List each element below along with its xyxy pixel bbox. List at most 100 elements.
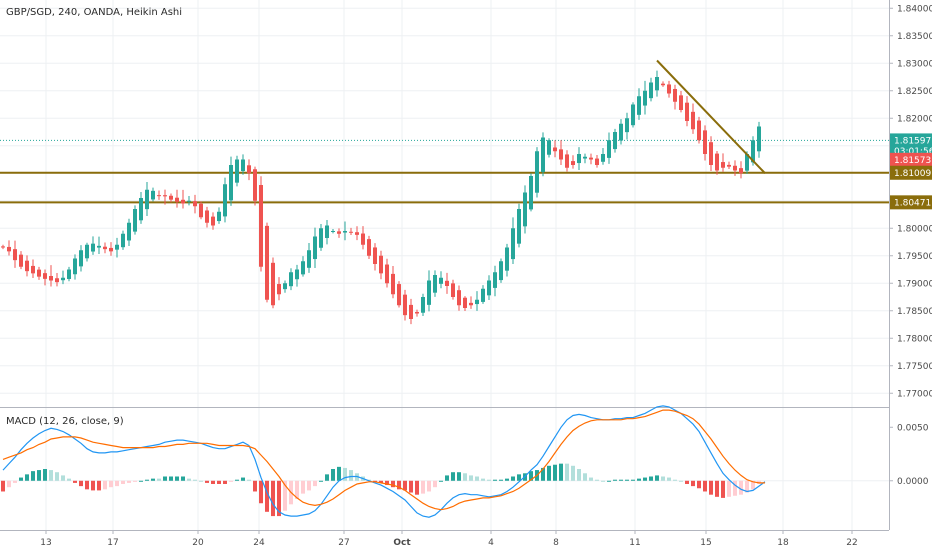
horizontal-lines [0,139,889,204]
macd-histogram-bar [91,480,95,491]
candle-body [163,195,167,197]
candle-body [511,228,515,260]
macd-histogram-bar [223,480,227,484]
candle-body [481,288,485,302]
candle-body [565,154,569,168]
candle-body [733,165,737,171]
candle-body [217,211,221,222]
price-tick-label: 1.79500 [897,252,932,262]
macd-histogram-bar [163,476,167,481]
time-axis: 13 17 20 24 27 Oct 4 8 11 15 18 22 [40,530,858,548]
macd-histogram-bar [421,480,425,494]
macd-histogram-bar [751,480,755,490]
macd-histogram-bar [409,480,413,493]
candle-body [259,185,263,267]
candle-body [637,96,641,115]
candle-body [79,250,83,267]
macd-histogram-bar [607,480,611,482]
price-tick-label: 1.83000 [897,59,932,69]
price-tag-box [890,152,932,167]
macd-histogram-bar [109,480,113,488]
candle-body [193,201,197,207]
candle-body [655,77,659,91]
macd-histogram-bar [547,465,551,481]
macd-histogram-bar [127,480,131,483]
macd-histogram-bar [211,480,215,484]
macd-histogram-bar [331,469,335,481]
candle-body [13,249,17,261]
macd-histogram-bar [19,477,23,481]
macd-histogram-bar [697,480,701,489]
candle-body [325,225,329,239]
macd-histogram-bar [571,465,575,481]
macd-histogram-bar [49,470,53,481]
macd-histogram-bar [463,473,467,481]
candle-body [595,158,599,165]
candle-body [379,255,383,274]
macd-histogram-bar [541,467,545,481]
macd-histogram-bar [295,480,299,499]
macd-histogram-bar [469,475,473,481]
candle-body [745,154,749,171]
time-tick-label: 24 [253,538,265,548]
price-tick-label: 1.84000 [897,4,932,14]
candle-body [535,151,539,193]
candle-body [571,161,575,165]
candle-body [613,132,617,150]
candle-body [397,284,401,306]
candle-body [547,140,551,155]
macd-histogram-bar [733,480,737,496]
macd-histogram-bar [397,480,401,490]
candle-body [139,198,143,221]
candle-body [661,83,665,86]
macd-histogram-bar [391,480,395,488]
macd-histogram-bar [481,478,485,481]
candle-body [19,254,23,267]
candle-body [559,149,563,160]
macd-histogram-bar [595,479,599,481]
macd-histogram-bar [709,480,713,495]
macd-histogram-bar [271,480,275,517]
macd-histogram-bar [691,480,695,487]
macd-label: MACD (12, 26, close, 9) [6,416,124,427]
candle-body [271,262,275,306]
macd-histogram-bar [115,480,119,487]
candle-body [667,84,671,94]
candle-body [289,272,293,287]
macd-histogram-bar [85,480,89,490]
candle-body [709,142,713,165]
candle-body [697,120,701,141]
macd-histogram-bar [229,480,233,482]
candle-body [739,168,743,174]
candle-body [679,95,683,110]
macd-histogram-bar [565,463,569,481]
macd-histogram-bar [265,480,269,512]
macd-histogram-bar [181,476,185,481]
candle-body [319,228,323,248]
macd-histogram-bar [505,478,509,481]
macd-histogram-bar [217,480,221,484]
macd-histogram-bar [133,480,137,482]
macd-histogram-bar [343,467,347,481]
candle-body [61,277,65,281]
price-tag-label: 03:01:56 [894,147,932,157]
trendline-layer [656,59,766,174]
candle-body [721,162,725,168]
macd-histogram-bar [517,474,521,481]
candle-body [589,157,593,160]
macd-histogram-bar [559,463,563,481]
candle-body [493,272,497,288]
macd-histogram-bar [151,478,155,481]
macd-histogram-bar [613,479,617,481]
macd-histogram-bar [673,479,677,481]
macd-histogram-bar [619,479,623,481]
candle-body [307,250,311,268]
candle-body [409,304,413,319]
time-tick-label: 20 [192,538,204,548]
candle-body [187,200,191,202]
time-tick-label: 15 [700,538,711,548]
time-tick-label: Oct [393,538,411,548]
candle-body [619,123,623,141]
grid [0,0,889,530]
